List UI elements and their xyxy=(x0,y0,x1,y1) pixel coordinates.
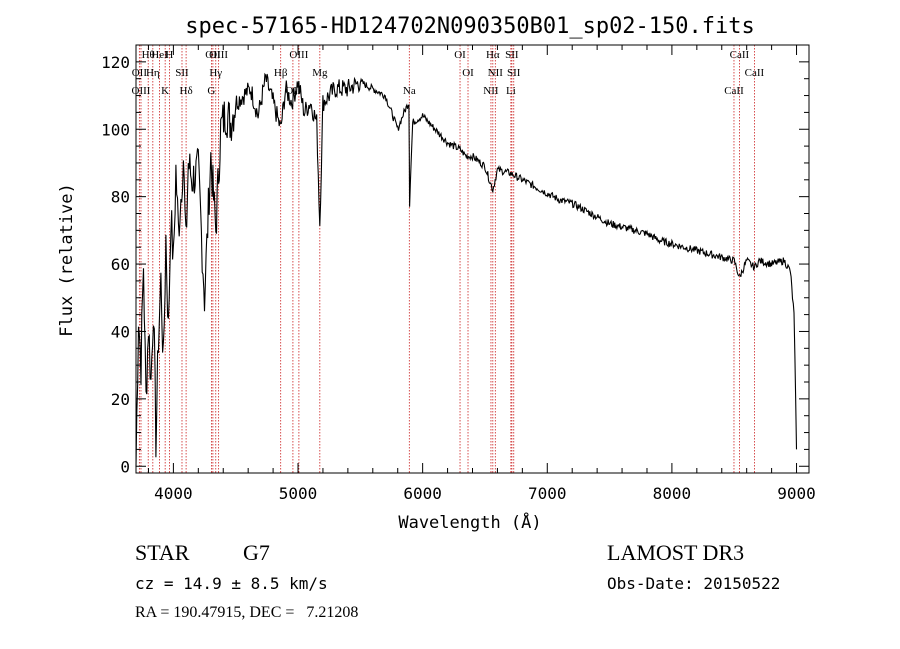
observation-date: Obs-Date: 20150522 xyxy=(607,574,781,593)
emission-line-markers xyxy=(138,45,755,473)
x-tick-label: 6000 xyxy=(403,484,442,503)
y-tick-label: 120 xyxy=(101,53,130,72)
x-tick-label: 4000 xyxy=(154,484,193,503)
line-label: OII xyxy=(205,49,221,61)
y-tick-label: 20 xyxy=(111,390,130,409)
line-label: Hη xyxy=(146,67,160,79)
line-label: OIII xyxy=(209,49,228,61)
emission-line-labels: HθOIIOIIIHeIHηKHSIIHδOIIHγGOIIIHβOIIOIII… xyxy=(132,49,765,97)
y-tick-label: 0 xyxy=(120,457,130,476)
line-label: SII xyxy=(505,49,519,61)
line-label: Na xyxy=(403,85,416,97)
line-label: Mg xyxy=(312,67,328,79)
object-class: STAR xyxy=(135,540,190,565)
line-label: Li xyxy=(506,85,516,97)
line-label: OIII xyxy=(289,49,308,61)
line-label: OI xyxy=(462,67,474,79)
line-label: HeI xyxy=(151,49,168,61)
x-tick-label: 8000 xyxy=(653,484,692,503)
x-axis: 4000 5000 6000 7000 8000 9000 xyxy=(147,45,816,503)
y-tick-label: 40 xyxy=(111,322,130,341)
line-label: CaII xyxy=(745,67,765,79)
line-label: OI xyxy=(454,49,466,61)
line-label: Hβ xyxy=(274,67,288,79)
x-tick-label: 5000 xyxy=(279,484,318,503)
line-label: Hδ xyxy=(180,85,193,97)
spectrum-line xyxy=(135,72,798,467)
line-label: Hα xyxy=(486,49,500,61)
survey-name: LAMOST DR3 xyxy=(607,540,745,565)
line-label: H xyxy=(165,49,173,61)
y-tick-label: 60 xyxy=(111,255,130,274)
line-label: NII xyxy=(483,85,499,97)
object-subclass: G7 xyxy=(243,540,270,565)
x-tick-label: 9000 xyxy=(777,484,816,503)
x-tick-label: 7000 xyxy=(528,484,567,503)
line-label: CaII xyxy=(730,49,750,61)
line-label: OIII xyxy=(132,85,151,97)
line-label: Hθ xyxy=(142,49,155,61)
redshift-info: cz = 14.9 ± 8.5 km/s xyxy=(135,574,328,593)
line-label: CaII xyxy=(724,85,744,97)
y-axis-label: Flux (relative) xyxy=(57,183,77,337)
line-label: G xyxy=(207,85,215,97)
line-label: NII xyxy=(488,67,504,79)
y-tick-label: 100 xyxy=(101,120,130,139)
y-axis: 0 20 40 60 80 100 120 xyxy=(101,53,809,476)
line-label: K xyxy=(161,85,169,97)
line-label: SII xyxy=(175,67,189,79)
line-label: SII xyxy=(507,67,521,79)
x-axis-label: Wavelength (Å) xyxy=(398,511,541,533)
coordinates: RA = 190.47915, DEC = 7.21208 xyxy=(135,604,359,621)
chart-title: spec-57165-HD124702N090350B01_sp02-150.f… xyxy=(185,14,755,39)
y-tick-label: 80 xyxy=(111,188,130,207)
line-label: Hγ xyxy=(209,67,222,79)
